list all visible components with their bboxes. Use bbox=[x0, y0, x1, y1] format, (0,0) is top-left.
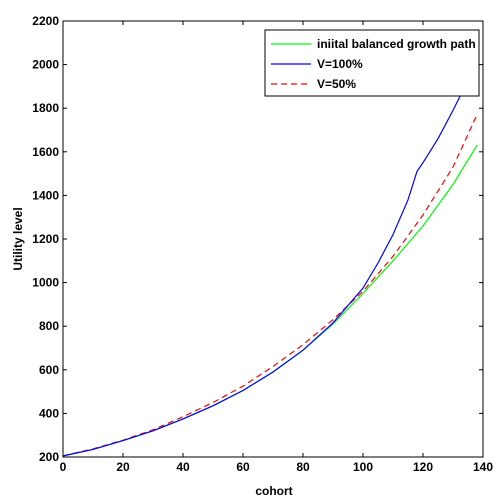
y-tick-label: 400 bbox=[39, 406, 59, 420]
x-tick-label: 60 bbox=[236, 460, 250, 474]
y-tick-label: 600 bbox=[39, 363, 59, 377]
y-axis-label: Utility level bbox=[11, 207, 25, 270]
x-tick-label: 80 bbox=[296, 460, 310, 474]
y-tick-label: 1800 bbox=[32, 101, 59, 115]
legend-label-1: V=100% bbox=[317, 57, 363, 71]
x-axis-label: cohort bbox=[255, 484, 292, 497]
y-tick-label: 2000 bbox=[32, 58, 59, 72]
series-line-1 bbox=[63, 86, 466, 457]
legend-entries: iniital balanced growth path V=100% V=50% bbox=[271, 37, 476, 91]
legend-label-2: V=50% bbox=[317, 77, 356, 91]
x-tick-label: 140 bbox=[473, 460, 493, 474]
x-tick-label: 0 bbox=[60, 460, 67, 474]
y-tick-label: 1600 bbox=[32, 145, 59, 159]
y-tick-label: 200 bbox=[39, 450, 59, 464]
y-tick-label: 2200 bbox=[32, 14, 59, 28]
legend-label-0: iniital balanced growth path bbox=[317, 37, 476, 51]
legend-box bbox=[264, 29, 480, 97]
legend: iniital balanced growth path V=100% V=50% bbox=[264, 29, 480, 97]
x-tick-label: 40 bbox=[176, 460, 190, 474]
y-tick-label: 1200 bbox=[32, 232, 59, 246]
y-tick-label: 1000 bbox=[32, 276, 59, 290]
x-tick-label: 120 bbox=[413, 460, 433, 474]
tick-layer: 0 20 40 60 80 100 120 140 200 400 600 800 1000 1200 14… bbox=[32, 14, 493, 474]
series-layer bbox=[63, 86, 478, 457]
y-tick-label: 1400 bbox=[32, 188, 59, 202]
x-tick-label: 100 bbox=[353, 460, 373, 474]
x-tick-label: 20 bbox=[116, 460, 130, 474]
y-tick-label: 800 bbox=[39, 319, 59, 333]
